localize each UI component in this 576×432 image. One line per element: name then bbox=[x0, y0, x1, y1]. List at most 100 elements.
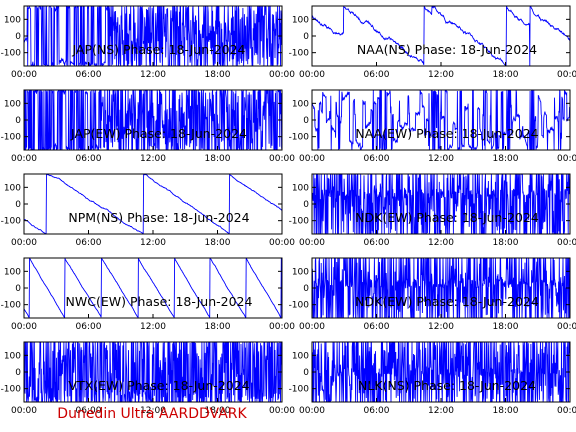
panel-9: 100 0 -100 00:00 06:00 12:00 18:00 00:00 VTX(EW)… bbox=[1, 341, 295, 416]
x-tick-label: 12:00 bbox=[428, 322, 454, 332]
panel-title: NAA(EW) Phase: 18-Jun-2024 bbox=[355, 126, 538, 141]
x-tick-label: 00:00 bbox=[11, 70, 37, 80]
x-tick-label: 00:00 bbox=[11, 238, 37, 248]
x-tick-label: 06:00 bbox=[76, 406, 102, 416]
y-tick-label: 100 bbox=[4, 351, 21, 361]
panel-title: NAA(NS) Phase: 18-Jun-2024 bbox=[357, 42, 537, 57]
x-tick-label: 18:00 bbox=[205, 70, 231, 80]
x-tick-label: 18:00 bbox=[205, 406, 231, 416]
x-tick-label: 12:00 bbox=[428, 238, 454, 248]
plot-frame bbox=[23, 257, 283, 319]
panel-4: 100 0 -100 00:00 06:00 12:00 18:00 00:00 NAA(EW)… bbox=[289, 89, 576, 164]
x-tick-label: 18:00 bbox=[493, 322, 519, 332]
x-tick-label: 12:00 bbox=[140, 406, 166, 416]
phase-trace-8 bbox=[312, 258, 570, 318]
x-tick-label: 00:00 bbox=[299, 154, 325, 164]
y-tick-label: 100 bbox=[292, 183, 309, 193]
y-tick-label: 100 bbox=[292, 267, 309, 277]
x-tick-label: 06:00 bbox=[76, 322, 102, 332]
y-tick-label: -100 bbox=[289, 217, 310, 227]
x-tick-label: 00:00 bbox=[269, 238, 295, 248]
panel-2: 100 0 -100 00:00 06:00 12:00 18:00 00:00 NAA(NS)… bbox=[289, 5, 576, 80]
x-tick-label: 00:00 bbox=[557, 154, 576, 164]
phase-trace-2 bbox=[312, 6, 570, 66]
x-tick-label: 00:00 bbox=[269, 322, 295, 332]
y-tick-label: 100 bbox=[292, 99, 309, 109]
y-tick-label: 100 bbox=[4, 15, 21, 25]
x-tick-label: 00:00 bbox=[269, 154, 295, 164]
y-tick-label: 0 bbox=[303, 32, 309, 42]
y-tick-label: 0 bbox=[303, 116, 309, 126]
panel-title: VTX(EW) Phase: 18-Jun-2024 bbox=[68, 378, 249, 393]
y-tick-label: 100 bbox=[292, 15, 309, 25]
x-tick-label: 00:00 bbox=[11, 154, 37, 164]
x-tick-label: 18:00 bbox=[205, 322, 231, 332]
panel-title: NWC(EW) Phase: 18-Jun-2024 bbox=[66, 294, 253, 309]
y-tick-label: 100 bbox=[4, 99, 21, 109]
x-tick-label: 18:00 bbox=[493, 154, 519, 164]
x-tick-label: 12:00 bbox=[140, 154, 166, 164]
phase-trace-6 bbox=[312, 174, 570, 234]
x-tick-label: 00:00 bbox=[269, 406, 295, 416]
y-tick-label: -100 bbox=[289, 133, 310, 143]
panel-title: NLK(NS) Phase: 18-Jun-2024 bbox=[358, 378, 536, 393]
x-tick-label: 00:00 bbox=[557, 322, 576, 332]
panel-title: NDK(EW) Phase: 18-Jun-2024 bbox=[355, 210, 539, 225]
x-tick-label: 06:00 bbox=[364, 238, 390, 248]
x-tick-label: 12:00 bbox=[428, 70, 454, 80]
x-tick-label: 00:00 bbox=[269, 70, 295, 80]
x-tick-label: 18:00 bbox=[205, 238, 231, 248]
panels-group: 100 0 -100 00:00 06:00 12:00 18:00 00:00 JAP(NS)… bbox=[1, 5, 576, 416]
x-tick-label: 12:00 bbox=[428, 154, 454, 164]
panel-3: 100 0 -100 00:00 06:00 12:00 18:00 00:00 JAP(EW)… bbox=[1, 89, 295, 164]
x-tick-label: 06:00 bbox=[76, 70, 102, 80]
x-tick-label: 00:00 bbox=[557, 406, 576, 416]
y-tick-label: -100 bbox=[289, 49, 310, 59]
phase-trace-4 bbox=[312, 90, 570, 150]
panel-1: 100 0 -100 00:00 06:00 12:00 18:00 00:00 JAP(NS)… bbox=[1, 5, 295, 80]
x-tick-label: 12:00 bbox=[140, 70, 166, 80]
y-tick-label: 0 bbox=[303, 284, 309, 294]
x-tick-label: 00:00 bbox=[557, 238, 576, 248]
x-tick-label: 00:00 bbox=[11, 322, 37, 332]
x-tick-label: 06:00 bbox=[76, 154, 102, 164]
y-tick-label: -100 bbox=[289, 385, 310, 395]
y-tick-label: -100 bbox=[289, 301, 310, 311]
phase-trace-1 bbox=[24, 6, 282, 66]
panel-5: 100 0 -100 00:00 06:00 12:00 18:00 00:00 NPM(NS)… bbox=[1, 173, 295, 248]
y-tick-label: -100 bbox=[1, 49, 22, 59]
y-tick-label: 0 bbox=[15, 284, 21, 294]
y-tick-label: 0 bbox=[303, 200, 309, 210]
panel-title: JAP(NS) Phase: 18-Jun-2024 bbox=[71, 42, 245, 57]
x-tick-label: 00:00 bbox=[11, 406, 37, 416]
y-tick-label: 100 bbox=[4, 267, 21, 277]
x-tick-label: 12:00 bbox=[140, 322, 166, 332]
panel-6: 100 0 -100 00:00 06:00 12:00 18:00 00:00 NDK(EW)… bbox=[289, 173, 576, 248]
y-tick-label: 0 bbox=[15, 32, 21, 42]
phase-trace-9 bbox=[24, 342, 282, 402]
x-tick-label: 06:00 bbox=[364, 154, 390, 164]
y-tick-label: 100 bbox=[292, 351, 309, 361]
y-tick-label: 0 bbox=[15, 116, 21, 126]
x-tick-label: 06:00 bbox=[76, 238, 102, 248]
x-tick-label: 00:00 bbox=[557, 70, 576, 80]
phase-trace-3 bbox=[24, 90, 282, 150]
x-tick-label: 00:00 bbox=[299, 406, 325, 416]
x-tick-label: 06:00 bbox=[364, 70, 390, 80]
phase-trace-7 bbox=[24, 258, 282, 318]
x-tick-label: 18:00 bbox=[493, 406, 519, 416]
panel-title: NPM(NS) Phase: 18-Jun-2024 bbox=[68, 210, 249, 225]
y-tick-label: 0 bbox=[303, 368, 309, 378]
panel-7: 100 0 -100 00:00 06:00 12:00 18:00 00:00 NWC(EW)… bbox=[1, 257, 295, 332]
footer-label: Dunedin Ultra AARDDVARK bbox=[57, 406, 247, 422]
x-tick-label: 00:00 bbox=[299, 322, 325, 332]
y-tick-label: 0 bbox=[15, 368, 21, 378]
y-tick-label: -100 bbox=[1, 301, 22, 311]
x-tick-label: 18:00 bbox=[493, 70, 519, 80]
y-tick-label: -100 bbox=[1, 133, 22, 143]
x-tick-label: 00:00 bbox=[299, 70, 325, 80]
phase-trace-5 bbox=[24, 174, 282, 234]
x-tick-label: 18:00 bbox=[205, 154, 231, 164]
y-tick-label: -100 bbox=[1, 385, 22, 395]
